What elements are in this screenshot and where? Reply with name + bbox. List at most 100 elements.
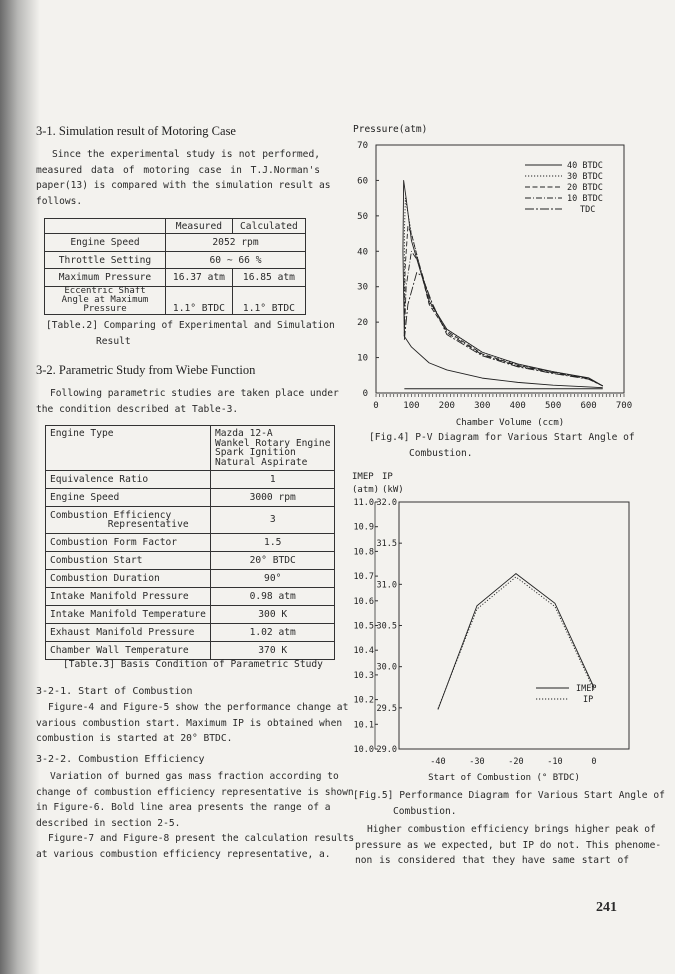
- y-right-tick-label: 29.0: [377, 745, 397, 755]
- caption-line: [Fig.4] P-V Diagram for Various Start An…: [369, 432, 635, 443]
- x-tick-label: -20: [508, 757, 523, 767]
- y-left-tick-label: 11.0: [354, 498, 374, 508]
- plot-frame: [398, 501, 630, 750]
- caption-line: Result: [96, 335, 131, 347]
- table-cell: 16.85 atm: [231, 268, 307, 287]
- table-row: Combustion Duration 90°: [45, 569, 336, 588]
- y-left-tick-label: 10.4: [354, 646, 374, 656]
- paragraph-right: Higher combustion efficiency brings high…: [355, 822, 662, 869]
- section-heading-3-2-2: 3-2-2. Combustion Efficiency: [36, 754, 205, 765]
- table-cell: 60 ~ 66 %: [165, 251, 306, 269]
- text-line: Variation of burned gas mass fraction ac…: [50, 771, 339, 782]
- table-cell: 300 K: [209, 605, 336, 624]
- caption-line: [Table.2] Comparing of Experimental and …: [46, 320, 335, 331]
- legend-label: TDC: [580, 205, 595, 215]
- series-line-ip: [437, 576, 595, 709]
- y-left-tick-label: 10.5: [354, 622, 374, 632]
- text-line: Figure-4 and Figure-5 show the performan…: [48, 702, 349, 713]
- y-right-tick-label: 30.0: [377, 663, 397, 673]
- table-cell: Equivalence Ratio: [45, 470, 211, 489]
- table-cell: Combustion Efficiency Representative: [45, 506, 211, 534]
- table-cell: Combustion Form Factor: [45, 533, 211, 552]
- table-cell: 370 K: [209, 641, 336, 660]
- y-tick-label: 50: [357, 212, 368, 222]
- x-tick-label: -30: [469, 757, 484, 767]
- x-tick-label: 500: [545, 401, 561, 411]
- y-right-tick-label: 31.5: [377, 539, 397, 549]
- text-line: Since the experimental study is not perf…: [52, 149, 320, 160]
- text-line: change of combustion efficiency represen…: [36, 786, 354, 798]
- x-tick-label: -10: [547, 757, 562, 767]
- x-tick-label: 0: [591, 757, 596, 767]
- legend-label: 30 BTDC: [567, 172, 603, 182]
- y-tick-label: 60: [357, 176, 368, 186]
- table-cell: 1: [209, 470, 336, 489]
- x-tick-label: 600: [580, 401, 596, 411]
- table-2-caption: [Table.2] Comparing of Experimental and …: [46, 318, 335, 349]
- table-row: Intake Manifold Temperature 300 K: [45, 605, 336, 624]
- y-right-label: IP: [382, 472, 393, 482]
- text-line: Higher combustion efficiency brings high…: [367, 824, 656, 835]
- table-cell: Throttle Setting: [44, 251, 166, 269]
- table-cell: Engine Speed: [45, 488, 211, 507]
- y-left-label: IMEP: [352, 472, 374, 482]
- table-cell: Combustion Duration: [45, 569, 211, 588]
- table-cell: Calculated: [231, 218, 307, 234]
- legend-label: 20 BTDC: [567, 183, 603, 193]
- table-cell: 0.98 atm: [209, 587, 336, 606]
- paragraph-3-1: Since the experimental study is not perf…: [36, 147, 331, 209]
- text-line: measured data of motoring case in T.J.No…: [36, 164, 320, 176]
- table-cell: 90°: [209, 569, 336, 588]
- table-cell: 2052 rpm: [165, 233, 306, 252]
- y-left-tick-label: 10.1: [354, 720, 374, 730]
- y-left-tick-label: 10.0: [354, 745, 374, 755]
- text-line: pressure as we expected, but IP do not. …: [355, 839, 662, 851]
- table-row: Exhaust Manifold Pressure 1.02 atm: [45, 623, 336, 642]
- x-tick-label: 100: [403, 401, 419, 411]
- y-tick-label: 30: [357, 283, 368, 293]
- text-line: Figure-7 and Figure-8 present the calcul…: [48, 833, 355, 845]
- paragraph-3-2: Following parametric studies are taken p…: [36, 386, 339, 417]
- y-right-unit: (kW): [382, 485, 404, 495]
- table-row: Engine Type Mazda 12-A Wankel Rotary Engi…: [45, 425, 336, 471]
- table-row: Measured Calculated: [44, 218, 307, 234]
- x-tick-label: 200: [439, 401, 455, 411]
- table-row: Engine Speed 3000 rpm: [45, 488, 336, 507]
- table-cell: Intake Manifold Pressure: [45, 587, 211, 606]
- plot-frame: [375, 144, 625, 394]
- section-heading-3-2-1: 3-2-1. Start of Combustion: [36, 686, 193, 697]
- table-cell: Measured: [165, 218, 233, 234]
- y-tick-label: 40: [357, 247, 368, 257]
- series-line-tdc: [403, 272, 603, 387]
- paragraph-3-2-2: Variation of burned gas mass fraction ac…: [36, 769, 355, 863]
- series-line-imep: [437, 573, 595, 710]
- y-right-tick-label: 31.0: [377, 580, 397, 590]
- table-row: Combustion Form Factor 1.5: [45, 533, 336, 552]
- text-line: paper(13) is compared with the simulatio…: [36, 180, 331, 192]
- table-cell: 3000 rpm: [209, 488, 336, 507]
- text-line: in Figure-6. Bold line area presents the…: [36, 802, 331, 814]
- table-row: Eccentric Shaft Angle at Maximum Pressur…: [44, 286, 307, 315]
- x-tick-label: -40: [430, 757, 445, 767]
- x-tick-label: 400: [510, 401, 526, 411]
- y-left-unit: (atm): [352, 485, 379, 495]
- y-left-tick-label: 10.3: [354, 671, 374, 681]
- fig4-caption: [Fig.4] P-V Diagram for Various Start An…: [369, 430, 635, 461]
- table-3: Engine Type Mazda 12-A Wankel Rotary Engi…: [45, 425, 336, 660]
- table-row: Throttle Setting 60 ~ 66 %: [44, 251, 306, 269]
- x-axis-label: Start of Combustion (° BTDC): [428, 773, 580, 783]
- legend-label: 40 BTDC: [567, 161, 603, 171]
- text-line: Following parametric studies are taken p…: [50, 388, 339, 399]
- table-cell: Engine Type: [45, 425, 211, 471]
- text-line: described in section 2-5.: [36, 817, 181, 829]
- y-left-tick-label: 10.2: [354, 696, 374, 706]
- table-row: Maximum Pressure 16.37 atm 16.85 atm: [44, 268, 307, 287]
- section-heading-3-2: 3-2. Parametric Study from Wiebe Functio…: [36, 363, 256, 377]
- text-line: at various combustion efficiency represe…: [36, 848, 331, 860]
- text-line: non is considered that they have same st…: [355, 855, 629, 867]
- table-cell: [44, 218, 166, 234]
- text-line: various combustion start. Maximum IP is …: [36, 717, 343, 729]
- table-cell: Mazda 12-A Wankel Rotary Engine Spark Ig…: [209, 425, 336, 471]
- table-cell: Combustion Start: [45, 551, 211, 570]
